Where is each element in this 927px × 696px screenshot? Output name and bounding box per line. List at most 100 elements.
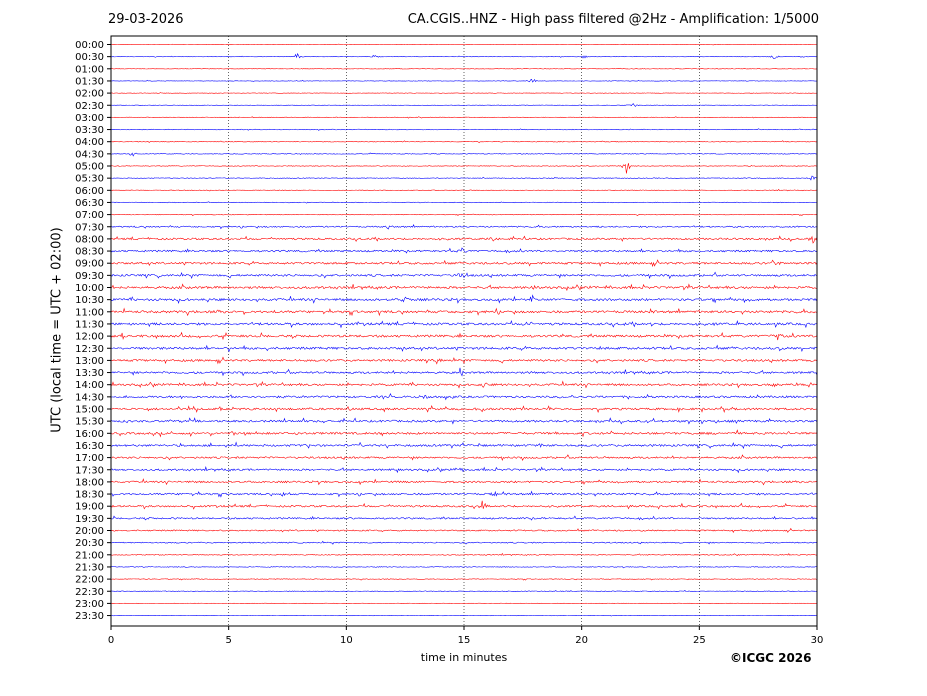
y-tick-label-01:00: 01:00 [75, 64, 104, 75]
trace-16:30 [110, 441, 818, 450]
x-tick-label-20: 20 [575, 635, 588, 646]
y-tick-label-15:00: 15:00 [75, 405, 104, 416]
y-tick-label-02:00: 02:00 [75, 89, 104, 100]
y-tick-label-20:00: 20:00 [75, 526, 104, 537]
y-tick-label-15:30: 15:30 [75, 417, 104, 428]
trace-14:30 [110, 392, 818, 401]
y-tick-label-20:30: 20:30 [75, 538, 104, 549]
x-tick-label-5: 5 [225, 635, 231, 646]
y-tick-label-05:00: 05:00 [75, 162, 104, 173]
trace-04:30 [110, 152, 818, 157]
y-tick-label-04:00: 04:00 [75, 137, 104, 148]
y-tick-label-18:00: 18:00 [75, 477, 104, 488]
copyright-label: ©ICGC 2026 [730, 651, 812, 665]
y-tick-label-07:30: 07:30 [75, 222, 104, 233]
trace-13:30 [110, 367, 818, 377]
trace-16:00 [110, 429, 818, 438]
x-tick-label-0: 0 [108, 635, 114, 646]
trace-05:00 [110, 163, 818, 174]
trace-05:30 [110, 175, 818, 181]
y-tick-label-11:30: 11:30 [75, 319, 104, 330]
x-tick-labels: 0 5 10 15 20 25 30 [108, 626, 824, 646]
trace-12:00 [110, 331, 818, 341]
trace-07:30 [110, 224, 818, 230]
x-tick-label-10: 10 [340, 635, 353, 646]
y-tick-label-13:00: 13:00 [75, 356, 104, 367]
y-tick-label-05:30: 05:30 [75, 174, 104, 185]
y-tick-label-11:00: 11:00 [75, 307, 104, 318]
trace-23:30 [110, 615, 818, 617]
trace-21:00 [110, 552, 818, 557]
y-tick-label-22:30: 22:30 [75, 587, 104, 598]
y-tick-label-19:30: 19:30 [75, 514, 104, 525]
trace-01:00 [110, 67, 818, 70]
trace-15:00 [110, 405, 818, 414]
trace-15:30 [110, 417, 818, 425]
y-tick-label-06:00: 06:00 [75, 186, 104, 197]
y-tick-label-14:30: 14:30 [75, 392, 104, 403]
trace-10:00 [110, 283, 818, 292]
y-tick-label-18:30: 18:30 [75, 490, 104, 501]
x-tick-label-15: 15 [458, 635, 471, 646]
trace-22:00 [110, 578, 818, 581]
x-tick-label-25: 25 [693, 635, 706, 646]
y-tick-label-17:30: 17:30 [75, 465, 104, 476]
y-tick-label-16:00: 16:00 [75, 429, 104, 440]
y-tick-label-16:30: 16:30 [75, 441, 104, 452]
y-tick-label-13:30: 13:30 [75, 368, 104, 379]
y-tick-label-12:30: 12:30 [75, 344, 104, 355]
trace-00:00 [110, 43, 817, 46]
y-tick-label-09:30: 09:30 [75, 271, 104, 282]
y-tick-label-03:30: 03:30 [75, 125, 104, 136]
vertical-grid [228, 36, 700, 626]
x-tick-label-30: 30 [811, 635, 824, 646]
trace-23:00 [110, 602, 818, 605]
y-tick-label-23:00: 23:00 [75, 599, 104, 610]
y-tick-label-07:00: 07:00 [75, 210, 104, 221]
trace-18:30 [110, 490, 818, 498]
y-tick-label-09:00: 09:00 [75, 259, 104, 270]
trace-03:30 [110, 128, 818, 131]
y-tick-label-08:00: 08:00 [75, 234, 104, 245]
trace-00:30 [110, 52, 818, 59]
y-tick-label-06:30: 06:30 [75, 198, 104, 209]
trace-17:00 [110, 454, 818, 461]
trace-08:00 [110, 235, 818, 244]
y-tick-label-21:30: 21:30 [75, 562, 104, 573]
chart-title: CA.CGIS..HNZ - High pass filtered @2Hz -… [407, 12, 819, 27]
y-tick-label-23:30: 23:30 [75, 611, 104, 622]
y-tick-label-22:00: 22:00 [75, 575, 104, 586]
y-tick-label-08:30: 08:30 [75, 247, 104, 258]
trace-13:00 [110, 356, 818, 365]
trace-12:30 [110, 344, 818, 353]
y-tick-label-14:00: 14:00 [75, 380, 104, 391]
y-tick-label-19:00: 19:00 [75, 502, 104, 513]
trace-02:00 [110, 92, 818, 94]
trace-07:00 [110, 213, 818, 217]
header-date: 29-03-2026 [108, 12, 184, 27]
trace-17:30 [110, 466, 818, 474]
trace-10:30 [110, 294, 818, 304]
trace-11:00 [110, 307, 818, 317]
y-tick-label-21:00: 21:00 [75, 550, 104, 561]
y-tick-label-02:30: 02:30 [75, 101, 104, 112]
trace-03:00 [110, 116, 818, 119]
trace-01:30 [110, 78, 818, 83]
trace-19:30 [110, 515, 818, 521]
y-tick-label-10:00: 10:00 [75, 283, 104, 294]
trace-09:00 [110, 259, 818, 268]
trace-06:00 [110, 188, 818, 192]
seismic-traces [110, 43, 818, 617]
trace-20:30 [110, 540, 818, 545]
trace-20:00 [110, 527, 818, 533]
y-tick-label-10:30: 10:30 [75, 295, 104, 306]
y-tick-label-17:00: 17:00 [75, 453, 104, 464]
y-tick-label-04:30: 04:30 [75, 149, 104, 160]
y-tick-label-03:00: 03:00 [75, 113, 104, 124]
trace-06:30 [110, 201, 818, 204]
trace-04:00 [110, 140, 818, 144]
y-tick-label-12:00: 12:00 [75, 332, 104, 343]
x-axis-label: time in minutes [420, 651, 508, 664]
